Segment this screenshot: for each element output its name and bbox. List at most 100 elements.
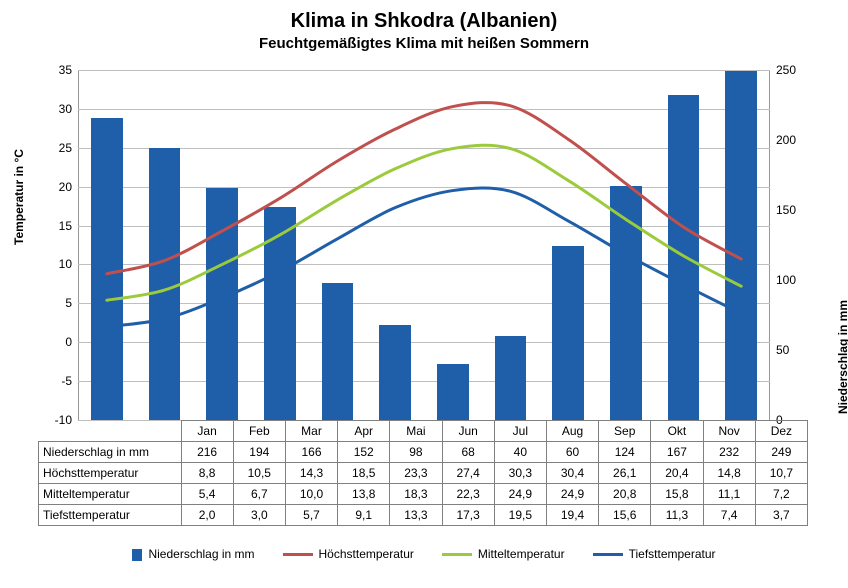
- data-cell: 18,3: [390, 484, 442, 505]
- legend-line-icon: [442, 553, 472, 556]
- legend-label: Höchsttemperatur: [319, 547, 414, 561]
- data-cell: 194: [233, 442, 285, 463]
- y-tick-left: 0: [42, 335, 72, 349]
- data-cell: 13,3: [390, 505, 442, 526]
- month-header: Feb: [233, 421, 285, 442]
- legend-line-icon: [283, 553, 313, 556]
- data-cell: 13,8: [338, 484, 390, 505]
- y-axis-right-label: Niederschlag in mm: [836, 300, 848, 414]
- data-cell: 5,4: [181, 484, 233, 505]
- month-header: Dez: [755, 421, 807, 442]
- data-cell: 10,7: [755, 463, 807, 484]
- data-cell: 30,4: [546, 463, 598, 484]
- y-tick-right: 50: [776, 343, 806, 357]
- data-cell: 15,8: [651, 484, 703, 505]
- legend-item: Mitteltemperatur: [442, 547, 565, 561]
- line-low: [107, 188, 741, 327]
- month-header: Okt: [651, 421, 703, 442]
- data-cell: 68: [442, 442, 494, 463]
- data-cell: 249: [755, 442, 807, 463]
- y-tick-left: 30: [42, 102, 72, 116]
- legend-bar-icon: [132, 549, 142, 561]
- month-header: Mai: [390, 421, 442, 442]
- data-cell: 216: [181, 442, 233, 463]
- data-cell: 60: [546, 442, 598, 463]
- data-cell: 40: [494, 442, 546, 463]
- chart-subtitle: Feuchtgemäßigtes Klima mit heißen Sommer…: [0, 33, 848, 52]
- data-cell: 20,4: [651, 463, 703, 484]
- data-cell: 7,2: [755, 484, 807, 505]
- data-cell: 11,3: [651, 505, 703, 526]
- y-tick-left: 35: [42, 63, 72, 77]
- legend-item: Höchsttemperatur: [283, 547, 414, 561]
- y-tick-right: 200: [776, 133, 806, 147]
- legend-item: Tiefsttemperatur: [593, 547, 716, 561]
- row-header: Mitteltemperatur: [39, 484, 182, 505]
- month-header: Jan: [181, 421, 233, 442]
- chart-plot-area: -10-505101520253035050100150200250: [78, 70, 770, 420]
- data-cell: 2,0: [181, 505, 233, 526]
- data-cell: 26,1: [599, 463, 651, 484]
- data-cell: 24,9: [494, 484, 546, 505]
- table-corner: [39, 421, 182, 442]
- data-cell: 22,3: [442, 484, 494, 505]
- data-cell: 124: [599, 442, 651, 463]
- data-cell: 3,7: [755, 505, 807, 526]
- data-cell: 166: [285, 442, 337, 463]
- data-cell: 11,1: [703, 484, 755, 505]
- line-layer: [78, 70, 770, 420]
- data-cell: 23,3: [390, 463, 442, 484]
- month-header: Nov: [703, 421, 755, 442]
- data-cell: 5,7: [285, 505, 337, 526]
- chart-title: Klima in Shkodra (Albanien): [0, 0, 848, 33]
- y-tick-left: 5: [42, 296, 72, 310]
- month-header: Aug: [546, 421, 598, 442]
- data-cell: 27,4: [442, 463, 494, 484]
- data-cell: 17,3: [442, 505, 494, 526]
- y-tick-right: 250: [776, 63, 806, 77]
- legend-label: Mitteltemperatur: [478, 547, 565, 561]
- legend-label: Niederschlag in mm: [148, 547, 254, 561]
- month-header: Mar: [285, 421, 337, 442]
- data-cell: 14,8: [703, 463, 755, 484]
- data-cell: 18,5: [338, 463, 390, 484]
- data-cell: 8,8: [181, 463, 233, 484]
- row-header: Tiefsttemperatur: [39, 505, 182, 526]
- y-tick-right: 100: [776, 273, 806, 287]
- y-tick-left: 10: [42, 257, 72, 271]
- data-cell: 15,6: [599, 505, 651, 526]
- month-header: Sep: [599, 421, 651, 442]
- data-cell: 19,5: [494, 505, 546, 526]
- month-header: Jul: [494, 421, 546, 442]
- data-cell: 14,3: [285, 463, 337, 484]
- data-cell: 30,3: [494, 463, 546, 484]
- data-cell: 24,9: [546, 484, 598, 505]
- data-cell: 98: [390, 442, 442, 463]
- line-mean: [107, 145, 741, 300]
- data-cell: 6,7: [233, 484, 285, 505]
- month-header: Apr: [338, 421, 390, 442]
- y-tick-left: 20: [42, 180, 72, 194]
- row-header: Niederschlag in mm: [39, 442, 182, 463]
- y-tick-left: 25: [42, 141, 72, 155]
- data-cell: 167: [651, 442, 703, 463]
- data-cell: 7,4: [703, 505, 755, 526]
- data-cell: 9,1: [338, 505, 390, 526]
- y-axis-left-label: Temperatur in °C: [12, 149, 26, 245]
- legend-item: Niederschlag in mm: [132, 547, 254, 561]
- legend: Niederschlag in mm Höchsttemperatur Mittel…: [0, 547, 848, 561]
- data-cell: 10,5: [233, 463, 285, 484]
- y-tick-right: 150: [776, 203, 806, 217]
- line-high: [107, 103, 741, 274]
- data-cell: 20,8: [599, 484, 651, 505]
- row-header: Höchsttemperatur: [39, 463, 182, 484]
- data-cell: 232: [703, 442, 755, 463]
- data-cell: 3,0: [233, 505, 285, 526]
- legend-label: Tiefsttemperatur: [629, 547, 716, 561]
- data-cell: 152: [338, 442, 390, 463]
- month-header: Jun: [442, 421, 494, 442]
- legend-line-icon: [593, 553, 623, 556]
- y-tick-left: 15: [42, 219, 72, 233]
- data-cell: 10,0: [285, 484, 337, 505]
- y-tick-left: -5: [42, 374, 72, 388]
